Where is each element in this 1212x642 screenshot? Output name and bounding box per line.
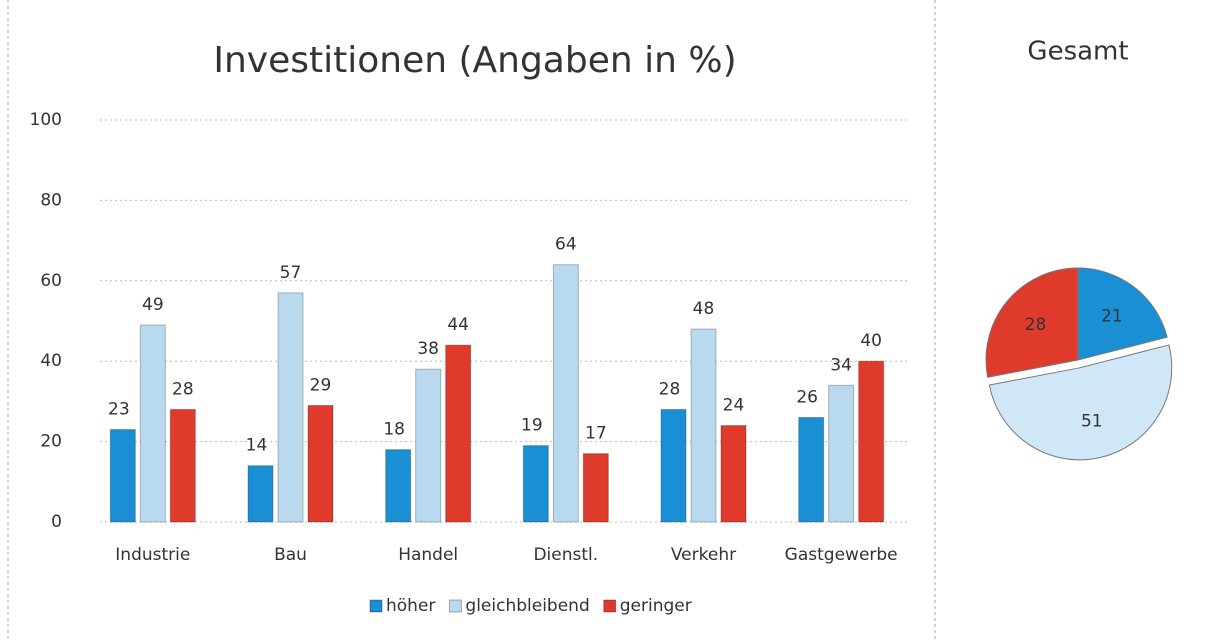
bar (169, 408, 196, 523)
data-label: 26 (796, 387, 818, 407)
bar (690, 328, 717, 523)
bar (582, 453, 609, 523)
data-label: 24 (723, 396, 745, 416)
bar (720, 425, 747, 523)
x-tick-label: Handel (398, 545, 458, 565)
bar (277, 292, 304, 523)
pie-slice (985, 267, 1079, 378)
x-tick-label: Verkehr (671, 545, 736, 565)
bar (522, 445, 549, 523)
x-tick-label: Industrie (115, 545, 190, 565)
pie-slice (1077, 267, 1168, 361)
data-label: 49 (142, 295, 164, 315)
bar (828, 384, 855, 523)
data-label: 64 (555, 235, 577, 255)
bar (247, 465, 274, 523)
bar (660, 408, 687, 523)
data-label: 40 (860, 331, 882, 351)
x-tick-label: Dienstl. (533, 545, 598, 565)
data-label: 29 (310, 375, 332, 395)
bar (385, 449, 412, 523)
bar (139, 324, 166, 523)
data-label: 34 (830, 355, 852, 375)
data-label: 23 (108, 400, 130, 420)
y-tick-label: 20 (40, 432, 62, 452)
bar (109, 429, 136, 523)
data-label: 38 (417, 339, 439, 359)
x-tick-label: Bau (274, 545, 307, 565)
data-label: 28 (172, 379, 194, 399)
data-label: 44 (447, 315, 469, 335)
data-label: 14 (246, 436, 268, 456)
data-label: 28 (659, 379, 681, 399)
pie-title: Gesamt (1027, 37, 1128, 67)
pie-slice (988, 344, 1173, 461)
bar (415, 368, 442, 523)
y-tick-label: 40 (40, 351, 62, 371)
data-label: 21 (1101, 306, 1123, 326)
y-tick-label: 100 (30, 110, 62, 130)
bar (858, 360, 885, 523)
y-tick-label: 0 (51, 512, 62, 532)
data-label: 17 (585, 424, 607, 444)
legend-label: höher (386, 596, 435, 616)
legend-swatch (369, 599, 383, 613)
bar (445, 344, 472, 523)
bar (552, 264, 579, 523)
data-label: 51 (1081, 412, 1103, 432)
chart-title: Investitionen (Angaben in %) (213, 40, 736, 81)
bar (307, 404, 334, 523)
data-label: 18 (383, 420, 405, 440)
legend-swatch (603, 599, 617, 613)
legend-swatch (448, 599, 462, 613)
data-label: 57 (280, 263, 302, 283)
data-label: 19 (521, 416, 543, 436)
y-tick-label: 60 (40, 271, 62, 291)
legend-label: geringer (620, 596, 692, 616)
x-tick-label: Gastgewerbe (785, 545, 898, 565)
bar (798, 416, 825, 523)
data-label: 28 (1025, 315, 1047, 335)
legend-label: gleichbleibend (465, 596, 589, 616)
data-label: 48 (693, 299, 715, 319)
y-tick-label: 80 (40, 190, 62, 210)
